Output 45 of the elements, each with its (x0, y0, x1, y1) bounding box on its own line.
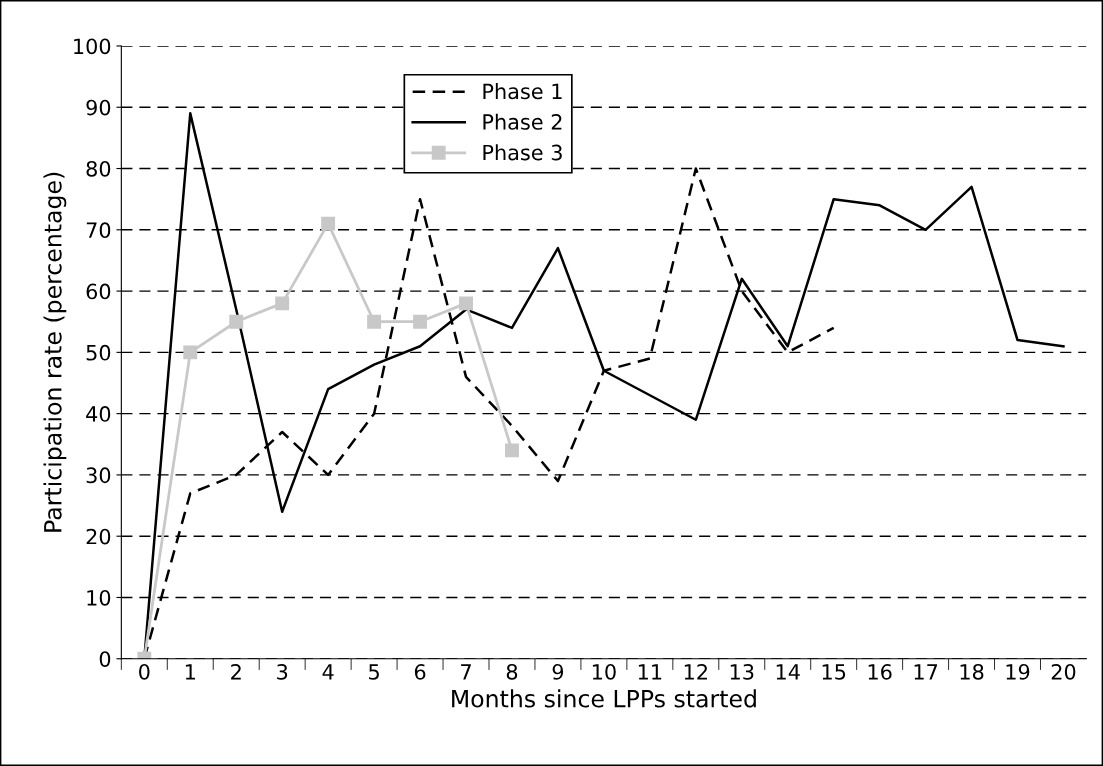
x-axis-title: Months since LPPs started (452, 689, 756, 708)
x-tick-label: 16 (868, 663, 892, 680)
point (321, 216, 336, 231)
x-tick-label: 15 (822, 664, 846, 680)
x-tick-label: 4 (322, 664, 334, 680)
point (459, 296, 473, 311)
x-tick-label: 13 (730, 663, 754, 680)
x-tick-label: 20 (1051, 663, 1076, 680)
x-tick-label: 19 (1006, 663, 1030, 680)
x-tick-label: 9 (552, 663, 564, 680)
x-tick-label: 11 (638, 664, 662, 680)
x-tick-label: 12 (684, 663, 707, 680)
y-tick-label: 90 (86, 99, 111, 116)
legend-label: Phase 3 (483, 144, 562, 161)
y-tick-label: 30 (86, 467, 111, 484)
x-tick-label: 0 (139, 663, 150, 680)
x-tick-label: 18 (960, 663, 984, 680)
x-tick-label: 17 (914, 664, 938, 680)
x-tick-label: 14 (776, 664, 800, 680)
y-axis-title: Participation rate (percentage) (43, 172, 67, 532)
x-tick-label: 7 (461, 664, 471, 680)
point (183, 345, 198, 360)
y-tick-label: 10 (87, 589, 111, 606)
x-tick-label: 1 (185, 664, 195, 680)
x-tick-label: 10 (592, 663, 616, 680)
legend-label: Phase 1 (483, 83, 562, 100)
point (505, 443, 519, 458)
y-tick-label: 0 (99, 651, 111, 667)
point (413, 314, 428, 329)
legend-label: Phase 2 (483, 113, 562, 130)
x-tick-label: 8 (506, 663, 518, 680)
y-tick-label: 50 (86, 344, 111, 361)
y-tick-label: 20 (86, 528, 111, 545)
y-tick-label: 100 (74, 38, 111, 55)
x-tick-label: 2 (231, 663, 241, 680)
point (229, 314, 244, 329)
x-tick-label: 6 (414, 663, 426, 680)
x-tick-label: 3 (277, 663, 288, 680)
y-tick-label: 60 (86, 283, 111, 300)
x-tick-label: 5 (369, 664, 379, 680)
point (367, 314, 382, 329)
point (275, 296, 290, 311)
y-tick-label: 40 (86, 406, 111, 422)
y-tick-label: 70 (86, 222, 111, 239)
y-tick-label: 80 (86, 160, 111, 177)
